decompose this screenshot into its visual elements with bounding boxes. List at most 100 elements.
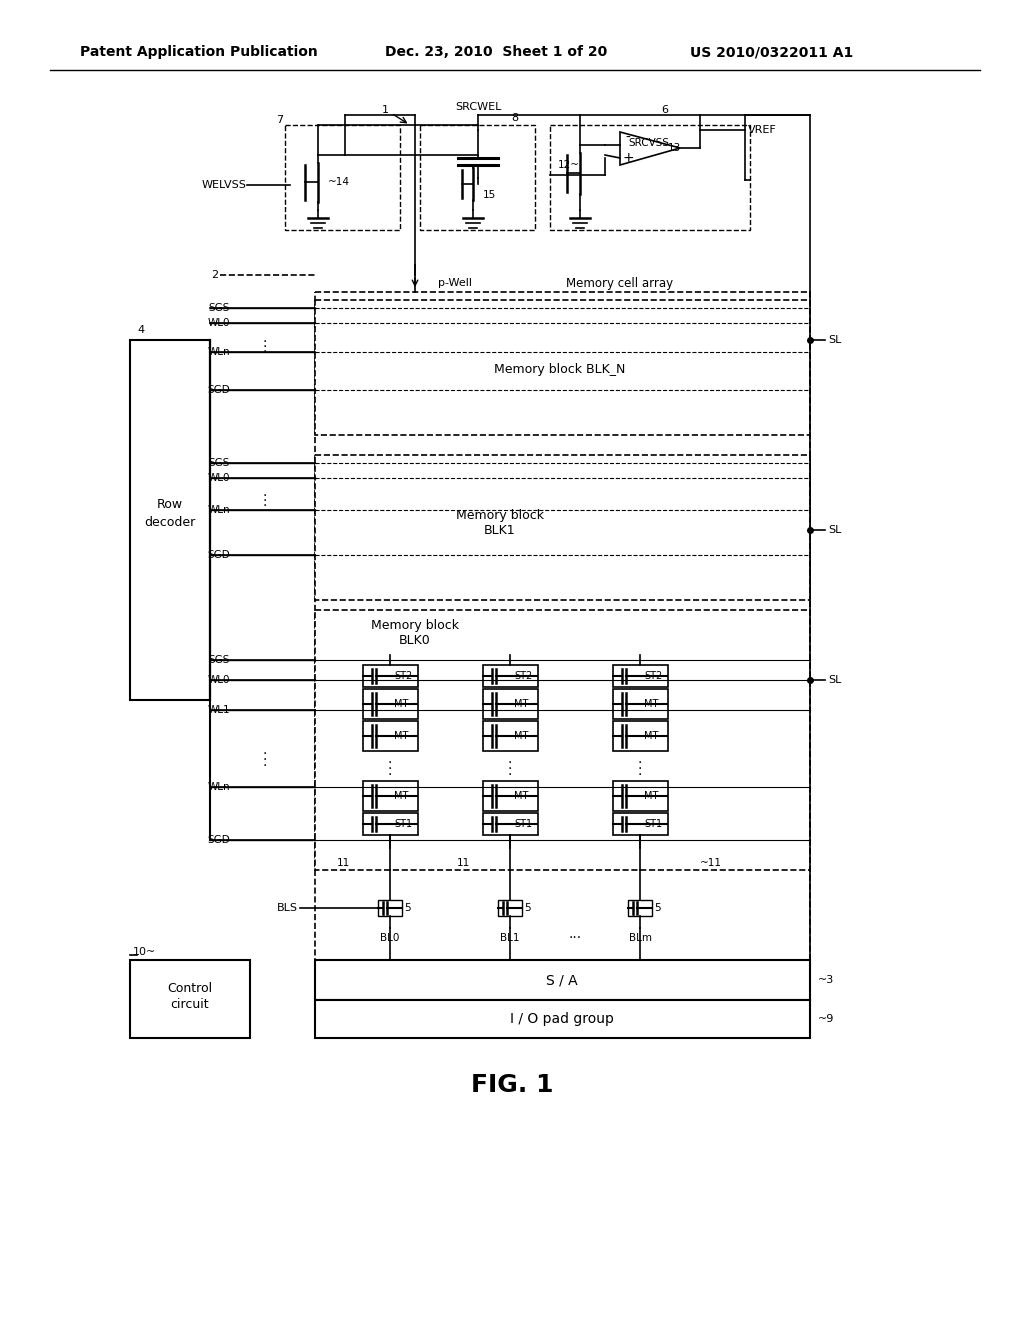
Text: ~14: ~14 [328,177,350,187]
Text: .: . [263,495,267,510]
Text: SGS: SGS [209,458,230,469]
Text: 4: 4 [137,325,144,335]
Bar [130,341,210,700]
Bar [362,721,418,751]
Text: ST1: ST1 [514,818,532,829]
Text: 13: 13 [668,143,681,153]
Text: .: . [263,748,267,763]
Text: MT: MT [514,700,528,709]
Text: WELVSS: WELVSS [202,180,247,190]
Text: BLK1: BLK1 [484,524,516,536]
Text: .: . [263,490,267,504]
Bar [315,610,810,870]
Text: SGD: SGD [207,836,230,845]
Text: .: . [508,764,512,777]
Text: .: . [388,752,392,766]
Text: .: . [638,758,642,772]
Text: 11: 11 [457,858,470,869]
Text: 5: 5 [404,903,411,913]
Bar [315,1001,810,1038]
Text: decoder: decoder [144,516,196,528]
Bar [550,125,750,230]
Text: 11: 11 [337,858,350,869]
Text: WLn: WLn [208,347,230,356]
Bar [613,689,668,719]
Text: ST1: ST1 [644,818,663,829]
Bar [628,900,652,916]
Text: .: . [263,484,267,499]
Text: Memory block: Memory block [456,508,544,521]
Text: ST2: ST2 [644,671,663,681]
Text: Row: Row [157,499,183,511]
Text: 1: 1 [382,106,388,115]
Text: MT: MT [514,791,528,801]
Text: ST1: ST1 [394,818,412,829]
Text: .: . [263,743,267,756]
Text: 12~: 12~ [558,160,580,170]
Text: Memory block BLK_N: Memory block BLK_N [495,363,626,376]
Text: 5: 5 [654,903,660,913]
Text: MT: MT [514,731,528,741]
Text: MT: MT [394,791,409,801]
Text: WL1: WL1 [208,705,230,715]
Text: SGD: SGD [207,550,230,560]
Bar [613,781,668,810]
Text: 15: 15 [483,190,497,201]
Text: .: . [263,337,267,350]
Text: SGS: SGS [209,304,230,313]
Text: WL0: WL0 [208,675,230,685]
Text: I / O pad group: I / O pad group [510,1012,614,1026]
Bar [613,813,668,836]
Text: WLn: WLn [208,781,230,792]
Bar [498,900,522,916]
Text: VREF: VREF [748,125,777,135]
Text: .: . [263,341,267,355]
Text: FIG. 1: FIG. 1 [471,1073,553,1097]
Text: BLS: BLS [278,903,298,913]
Bar [315,455,810,601]
Text: SGS: SGS [209,655,230,665]
Text: MT: MT [394,731,409,741]
Text: ~11: ~11 [700,858,722,869]
Text: MT: MT [644,700,658,709]
Text: Dec. 23, 2010  Sheet 1 of 20: Dec. 23, 2010 Sheet 1 of 20 [385,45,607,59]
Bar [483,665,538,686]
Text: .: . [508,758,512,772]
Text: S / A: S / A [546,973,578,987]
Text: ~3: ~3 [818,975,835,985]
Text: Memory cell array: Memory cell array [566,276,674,289]
Text: .: . [638,764,642,777]
Text: Patent Application Publication: Patent Application Publication [80,45,317,59]
Text: MT: MT [644,731,658,741]
Text: ST2: ST2 [394,671,413,681]
Text: SL: SL [828,525,842,535]
Text: BL0: BL0 [380,933,399,942]
Text: MT: MT [644,791,658,801]
Text: ST2: ST2 [514,671,532,681]
Bar [483,689,538,719]
Bar [315,292,810,990]
Polygon shape [620,132,680,165]
Bar [483,813,538,836]
Text: Control: Control [168,982,213,994]
Text: 8: 8 [511,114,518,123]
Text: .: . [388,764,392,777]
Bar [378,900,402,916]
Text: 6: 6 [662,106,669,115]
Bar [315,960,810,1001]
Text: -: - [626,131,631,145]
Text: BLm: BLm [629,933,651,942]
Bar [362,665,418,686]
Text: SRCWEL: SRCWEL [455,102,502,112]
Text: ···: ··· [568,931,582,945]
Text: ~9: ~9 [818,1014,835,1024]
Text: WL0: WL0 [208,318,230,327]
Text: .: . [388,758,392,772]
Text: 7: 7 [276,115,284,125]
Text: SL: SL [828,675,842,685]
Text: BLK0: BLK0 [399,634,431,647]
Bar [483,721,538,751]
Text: SL: SL [828,335,842,345]
Text: p-Well: p-Well [438,279,472,288]
Bar [362,813,418,836]
